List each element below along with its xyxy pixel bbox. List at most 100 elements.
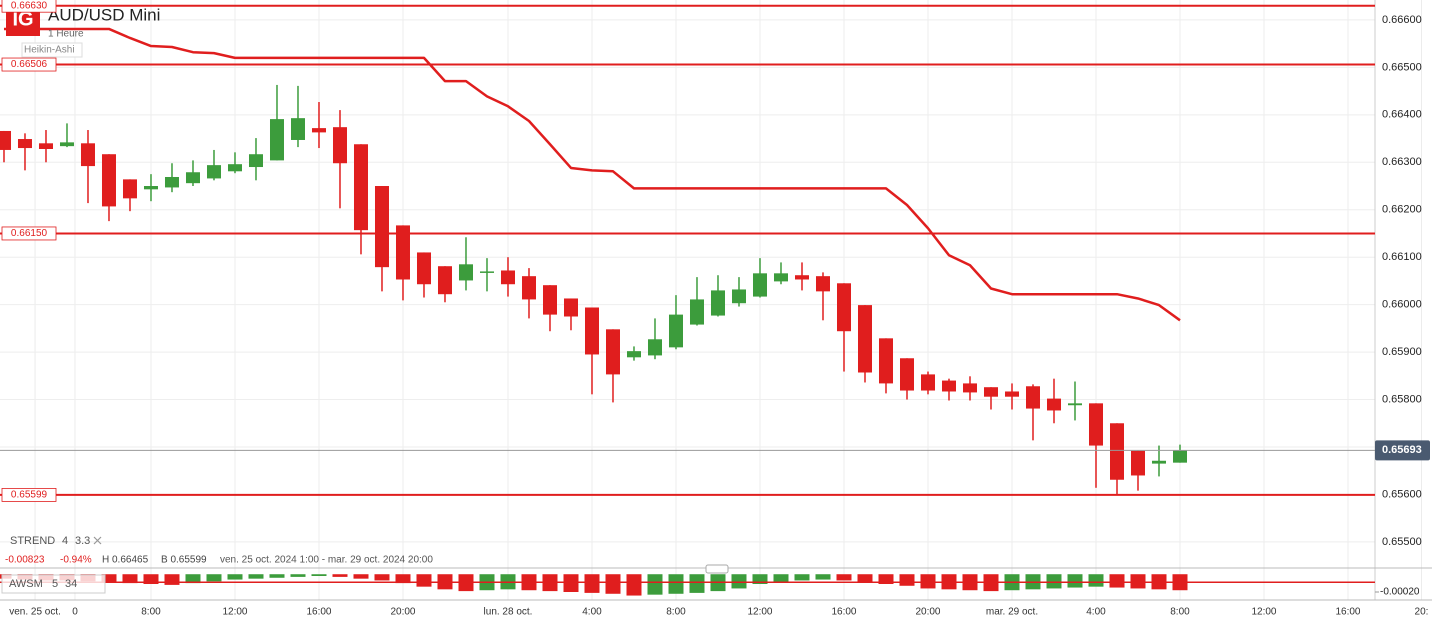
candle-body (38, 143, 53, 149)
change: -0.00823 (5, 555, 45, 566)
candle-body (521, 276, 536, 300)
y-tick-label: 0.65900 (1382, 346, 1422, 358)
level-label-box (1, 0, 57, 13)
x-tick-label: 4:00 (1086, 607, 1106, 618)
awsm-bar (1067, 574, 1083, 588)
candle-body (0, 130, 11, 150)
x-tick-label: 12:00 (222, 607, 247, 618)
candle-body (710, 290, 725, 316)
y-tick-label: 0.65600 (1382, 488, 1422, 500)
awsm-bar (899, 574, 915, 586)
indicator-name: STREND (10, 535, 55, 547)
candle-body (353, 144, 368, 231)
candle-body (164, 176, 179, 188)
interval: 1 Heure (48, 29, 84, 40)
candle-body (542, 285, 557, 315)
candle-body (878, 338, 893, 384)
high: H 0.66465 (102, 555, 149, 566)
current-price-label: 0.65693 (1382, 444, 1422, 456)
level-label-box (1, 226, 57, 241)
candle-body (857, 305, 872, 373)
close-icon[interactable] (93, 536, 102, 545)
candle-body (122, 179, 137, 199)
x-tick-label: lun. 28 oct. (484, 607, 533, 618)
candle-body (920, 374, 935, 391)
chart-style[interactable]: Heikin-Ashi (24, 45, 75, 56)
logo: IG (12, 8, 33, 30)
awsm-bar (647, 574, 663, 595)
y-tick-label: 0.66600 (1382, 14, 1422, 26)
y-tick-label: 0.66300 (1382, 156, 1422, 168)
candle-body (80, 143, 95, 167)
awsm-bar (878, 574, 894, 584)
awsm-bar (206, 574, 222, 582)
candle-body (626, 351, 641, 358)
candle-body (269, 119, 284, 161)
candle-body (1130, 450, 1145, 476)
x-tick-label: 12:00 (747, 607, 772, 618)
y-tick-label: 0.66100 (1382, 251, 1422, 263)
candle-body (836, 283, 851, 332)
awsm-bar (101, 574, 117, 583)
candle-body (290, 118, 305, 140)
candle-body (479, 271, 494, 273)
candle-body (1004, 391, 1019, 397)
awsm-bar (353, 574, 369, 579)
x-tick-label: 16:00 (831, 607, 856, 618)
plot (0, 4, 1375, 596)
y-tick-label: 0.66400 (1382, 109, 1422, 121)
indicator-param: 3.3 (75, 535, 90, 547)
awsm-name: AWSM (9, 578, 43, 590)
y-tick-label: 0.65500 (1382, 536, 1422, 548)
awsm-tick-label: -0.00020 (1380, 587, 1420, 598)
awsm-bar (689, 574, 705, 593)
x-tick-label: 8:00 (141, 607, 161, 618)
candle-body (584, 307, 599, 355)
awsm-bar (1130, 574, 1146, 589)
candle-body (1151, 460, 1166, 464)
candle-body (731, 289, 746, 304)
candle-body (227, 164, 242, 172)
awsm-bar (248, 574, 264, 579)
panel-resize-handle[interactable] (705, 564, 729, 574)
candle-body (59, 142, 74, 147)
x-tick-label: 12:00 (1251, 607, 1276, 618)
candle-body (206, 165, 221, 179)
awsm-bar (311, 574, 327, 576)
change-pct: -0.94% (60, 555, 92, 566)
y-tick-label: 0.66500 (1382, 61, 1422, 73)
style-box[interactable] (21, 42, 83, 58)
x-tick-label: 8:00 (666, 607, 686, 618)
awsm-bar (920, 574, 936, 589)
candle-body (185, 172, 200, 184)
candle-body (773, 273, 788, 282)
candle-body (458, 264, 473, 281)
x-tick-label: 20:00 (390, 607, 415, 618)
candle-body (101, 154, 116, 207)
x-tick-label: 16:00 (306, 607, 331, 618)
x-tick-label: 20: (1415, 607, 1429, 618)
candle-body (1088, 403, 1103, 446)
candle-body (17, 139, 32, 149)
awsm-bar (395, 574, 411, 584)
candle-body (605, 329, 620, 375)
awsm-bar (1109, 574, 1125, 588)
awsm-bar (668, 574, 684, 594)
awsm-bar (794, 574, 810, 581)
close-indicator[interactable] (93, 536, 102, 545)
candle-body (647, 339, 662, 356)
candle-body (563, 298, 578, 317)
candle-body (332, 127, 347, 164)
candle-body (1046, 398, 1061, 411)
awsm-bar (1088, 574, 1104, 587)
candle-body (668, 314, 683, 348)
candle-body (1025, 386, 1040, 409)
level-label-box (1, 488, 57, 502)
awsm-bar (584, 574, 600, 593)
candle-body (794, 275, 809, 280)
awsm-bar (416, 574, 432, 587)
awsm-bar (752, 574, 768, 584)
range: ven. 25 oct. 2024 1:00 - mar. 29 oct. 20… (220, 555, 433, 566)
